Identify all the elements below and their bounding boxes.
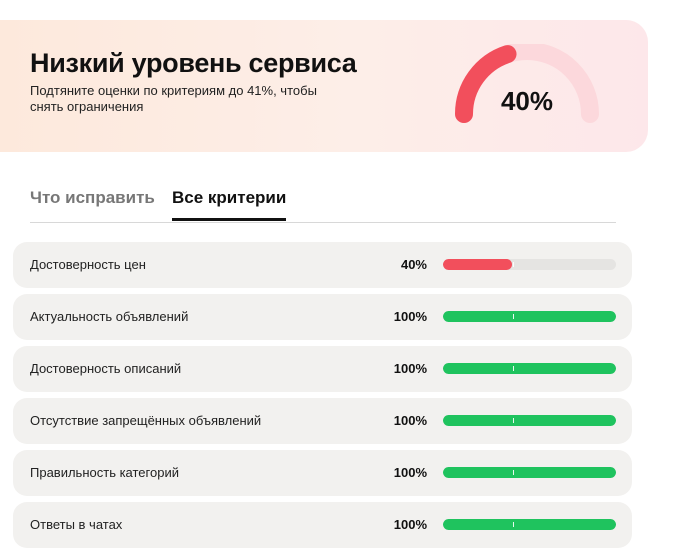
tab-what-to-fix[interactable]: Что исправить: [30, 188, 155, 207]
threshold-tick: [513, 314, 514, 319]
threshold-tick: [513, 522, 514, 527]
criterion-progress-fill: [443, 259, 513, 270]
criterion-progress-bar: [443, 519, 616, 530]
threshold-tick: [513, 470, 514, 475]
gauge-fill: [455, 45, 517, 123]
criterion-row[interactable]: Достоверность цен 40%: [13, 242, 632, 288]
criterion-row[interactable]: Отсутствие запрещённых объявлений 100%: [13, 398, 632, 444]
threshold-tick: [513, 366, 514, 371]
banner-subtitle: Подтяните оценки по критериям до 41%, чт…: [30, 83, 317, 114]
criterion-label: Ответы в чатах: [30, 517, 123, 532]
criterion-progress-fill: [443, 467, 616, 478]
criterion-label: Правильность категорий: [30, 465, 179, 480]
criterion-value: 40%: [400, 257, 427, 272]
service-level-banner: [0, 20, 648, 152]
criterion-progress-fill: [443, 363, 616, 374]
criterion-label: Актуальность объявлений: [30, 309, 189, 324]
criteria-tabs: Что исправить Все критерии: [30, 184, 616, 223]
criterion-row[interactable]: Правильность категорий 100%: [13, 450, 632, 496]
criterion-label: Достоверность цен: [30, 257, 146, 272]
criterion-progress-bar: [443, 311, 616, 322]
criterion-value: 100%: [393, 309, 427, 324]
criterion-label: Отсутствие запрещённых объявлений: [30, 413, 262, 428]
banner-title: Низкий уровень сервиса: [30, 48, 357, 78]
gauge-value: 40%: [500, 86, 554, 116]
criterion-value: 100%: [393, 465, 427, 480]
criterion-progress-bar: [443, 467, 616, 478]
criterion-progress-fill: [443, 519, 616, 530]
criterion-progress-bar: [443, 415, 616, 426]
service-gauge: [455, 44, 599, 123]
criterion-row[interactable]: Актуальность объявлений 100%: [13, 294, 632, 340]
criterion-value: 100%: [393, 413, 427, 428]
threshold-tick: [513, 262, 514, 267]
criterion-row[interactable]: Достоверность описаний 100%: [13, 346, 632, 392]
criterion-progress-fill: [443, 415, 616, 426]
criteria-list: Достоверность цен 40% Актуальность объяв…: [13, 242, 632, 554]
tab-all-criteria[interactable]: Все критерии: [172, 188, 287, 221]
criterion-value: 100%: [393, 361, 427, 376]
criterion-progress-bar: [443, 363, 616, 374]
criterion-label: Достоверность описаний: [30, 361, 182, 376]
threshold-tick: [513, 418, 514, 423]
criterion-progress-fill: [443, 311, 616, 322]
criterion-progress-bar: [443, 259, 616, 270]
criterion-value: 100%: [393, 517, 427, 532]
criterion-row[interactable]: Ответы в чатах 100%: [13, 502, 632, 548]
